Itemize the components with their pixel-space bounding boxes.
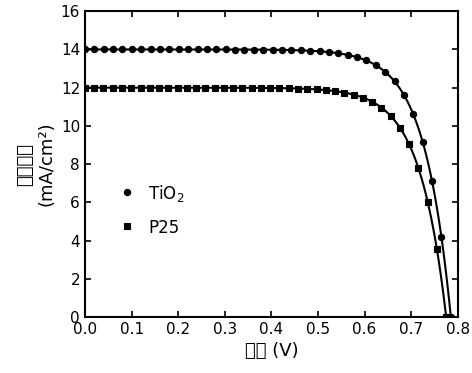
TiO$_2$ (420, 140, 426, 144)
P25 (92, 85, 97, 90)
P25 (332, 89, 338, 93)
P25 (295, 86, 301, 91)
P25 (277, 86, 282, 90)
P25 (240, 85, 245, 90)
Line: TiO$_2$: TiO$_2$ (82, 46, 454, 320)
TiO$_2$ (251, 47, 257, 52)
P25 (360, 95, 366, 100)
P25 (388, 114, 394, 118)
P25 (193, 85, 199, 90)
TiO$_2$ (82, 47, 88, 52)
TiO$_2$ (382, 70, 388, 74)
P25 (202, 85, 208, 90)
TiO$_2$ (223, 47, 228, 52)
P25 (351, 93, 356, 97)
P25 (184, 85, 190, 90)
P25 (156, 85, 162, 90)
TiO$_2$ (373, 63, 379, 68)
TiO$_2$ (279, 48, 285, 52)
TiO$_2$ (392, 79, 397, 84)
P25 (304, 87, 310, 91)
TiO$_2$ (298, 48, 303, 53)
TiO$_2$ (148, 47, 153, 52)
TiO$_2$ (176, 47, 182, 52)
P25 (379, 105, 384, 110)
P25 (101, 85, 106, 90)
TiO$_2$ (232, 47, 238, 52)
TiO$_2$ (110, 47, 116, 52)
X-axis label: 电压 (V): 电压 (V) (244, 342, 298, 360)
TiO$_2$ (411, 112, 416, 117)
P25 (166, 85, 171, 90)
Y-axis label: 电流密度
(mA/cm²): 电流密度 (mA/cm²) (17, 122, 55, 206)
Line: P25: P25 (82, 85, 449, 320)
TiO$_2$ (261, 47, 266, 52)
P25 (249, 85, 254, 90)
TiO$_2$ (345, 53, 351, 57)
TiO$_2$ (204, 47, 210, 52)
TiO$_2$ (307, 48, 313, 53)
P25 (138, 85, 143, 90)
TiO$_2$ (288, 48, 294, 52)
P25 (110, 85, 116, 90)
P25 (397, 125, 403, 130)
TiO$_2$ (92, 47, 97, 52)
P25 (323, 88, 329, 93)
TiO$_2$ (157, 47, 163, 52)
TiO$_2$ (195, 47, 201, 52)
TiO$_2$ (448, 315, 454, 319)
TiO$_2$ (242, 47, 247, 52)
TiO$_2$ (129, 47, 135, 52)
P25 (425, 200, 430, 204)
TiO$_2$ (167, 47, 172, 52)
P25 (147, 85, 152, 90)
TiO$_2$ (317, 49, 322, 54)
TiO$_2$ (354, 55, 360, 59)
TiO$_2$ (120, 47, 126, 52)
TiO$_2$ (401, 93, 407, 97)
P25 (128, 85, 134, 90)
P25 (341, 90, 347, 95)
P25 (443, 315, 449, 319)
Legend: TiO$_2$, P25: TiO$_2$, P25 (108, 176, 191, 244)
P25 (212, 85, 218, 90)
P25 (175, 85, 180, 90)
TiO$_2$ (363, 58, 369, 63)
P25 (286, 86, 292, 91)
TiO$_2$ (438, 235, 444, 239)
P25 (314, 87, 320, 92)
P25 (221, 85, 227, 90)
P25 (119, 85, 125, 90)
P25 (267, 86, 273, 90)
TiO$_2$ (138, 47, 144, 52)
TiO$_2$ (270, 47, 276, 52)
TiO$_2$ (429, 179, 435, 184)
P25 (434, 247, 440, 252)
TiO$_2$ (213, 47, 219, 52)
P25 (369, 100, 375, 104)
TiO$_2$ (101, 47, 107, 52)
TiO$_2$ (185, 47, 191, 52)
TiO$_2$ (336, 51, 341, 56)
P25 (406, 142, 412, 147)
TiO$_2$ (326, 50, 332, 54)
P25 (230, 85, 236, 90)
P25 (82, 85, 88, 90)
P25 (258, 86, 264, 90)
P25 (415, 166, 421, 170)
